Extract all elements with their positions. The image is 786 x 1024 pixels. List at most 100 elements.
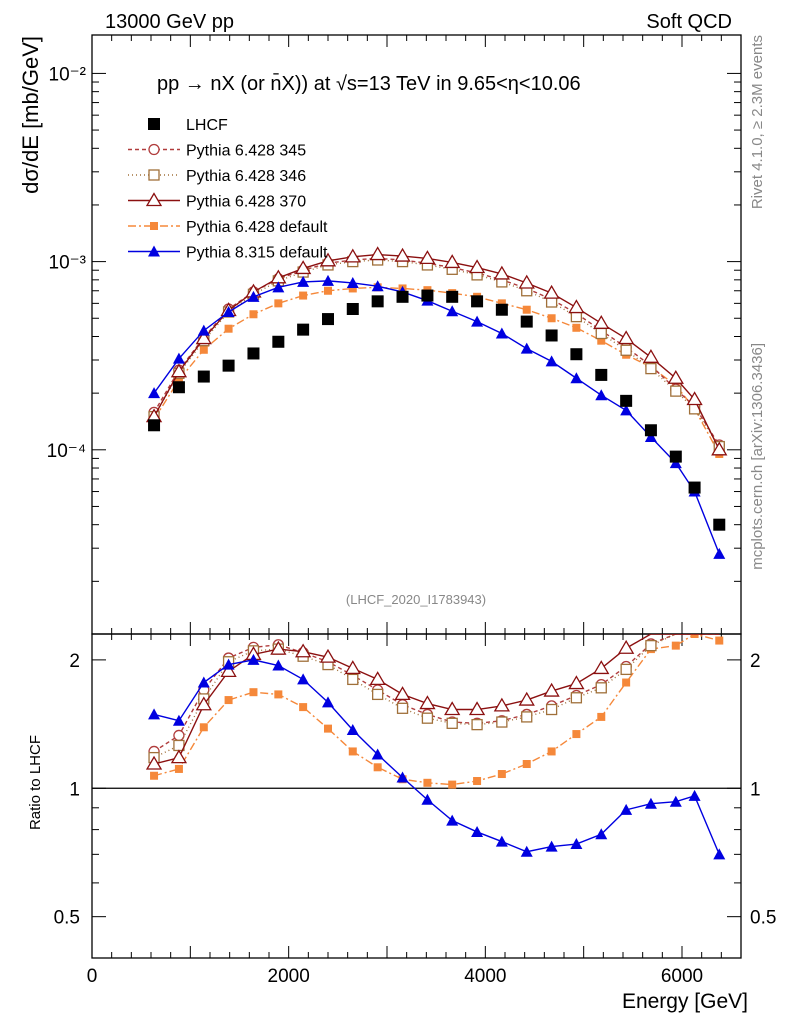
ratio-point [199,723,208,732]
ratio-point [197,676,210,688]
data-point [224,324,233,333]
legend-label: Pythia 6.428 370 [186,194,306,211]
series-line [153,257,720,446]
ratio-point [522,760,531,769]
legend-marker [148,169,160,181]
data-point [148,387,161,399]
data-point [670,385,682,397]
ratio-point [346,723,359,735]
data-point [711,441,728,456]
ratio-point [644,797,657,809]
ratio-point [294,643,312,658]
axes-ticks: 0 2000 4000 6000 10⁻² 10⁻³ 10⁻⁴ 2 2 1 1 0.5 0.5 [47,35,776,987]
data-point [421,289,434,302]
ratio-point [195,696,212,711]
ratio-point [170,749,188,764]
data-point [471,315,484,327]
ratio-point [148,708,161,720]
data-point [669,450,682,463]
ratio-point [347,673,359,686]
data-point [199,345,208,354]
legend-marker [148,118,160,130]
ratio-point [344,660,361,675]
data-point [346,302,359,315]
data-point [197,370,210,383]
ratio-point [446,814,459,826]
ratio-point [471,825,484,837]
y-axis-label-ratio: Ratio to LHCF [27,735,44,830]
series-top-pythia-6-428-default [150,283,724,458]
legend-marker [145,192,163,207]
data-point [247,290,260,302]
ratio-point [448,780,457,789]
analysis-id: (LHCF_2020_I1783943) [346,592,486,607]
ratio-line [153,634,720,759]
ratio-point [688,789,701,801]
series-ratio-pythia-8-315-default [148,653,726,860]
series-ratio-pythia-6-428-345 [148,634,720,758]
ratio-point [493,697,510,712]
legend: LHCF Pythia 6.428 345 Pythia 6.428 346 Pyth… [128,117,328,262]
data-point [396,290,409,303]
x-tick-label: 0 [87,966,98,987]
data-point [595,327,607,340]
ratio-point [421,793,434,805]
ratio-point [620,803,633,815]
data-point [172,381,185,394]
legend-label: Pythia 6.428 346 [186,168,306,185]
ratio-point [324,724,332,733]
data-point [371,295,384,308]
ratio-point [545,703,558,716]
ratio-line [153,634,720,753]
data-point [645,362,657,375]
ratio-point [272,659,285,671]
data-point [222,359,235,372]
ratio-point [570,838,583,850]
plot-title: pp → nX (or n̄X)) at √s=13 TeV in 9.65<η… [157,72,581,95]
data-point [595,389,608,401]
ratio-point [371,748,384,760]
legend-label: Pythia 6.428 345 [186,143,306,160]
data-point [197,324,210,336]
ratio-point [220,663,237,677]
x-tick-label: 6000 [661,966,703,987]
x-tick-label: 4000 [464,966,506,987]
data-point [348,284,357,293]
header-right: Soft QCD [646,11,732,33]
data-point [299,291,308,300]
data-point [272,335,285,348]
data-point [444,254,461,269]
data-point [294,260,312,275]
data-point [174,375,183,384]
data-point [468,259,486,274]
data-point [520,315,533,328]
ratio-y-tick-label-left: 0.5 [54,908,80,929]
ratio-y-tick-label-right: 1 [750,779,761,800]
ratio-point [645,639,657,652]
data-point [713,518,726,531]
legend-item: Pythia 8.315 default [128,245,328,262]
ratio-point [222,658,235,670]
ratio-point [373,763,382,772]
series-line [153,286,720,455]
ratio-point [520,845,533,857]
ratio-point [547,747,556,756]
legend-item: Pythia 6.428 345 [128,143,306,160]
data-point [493,265,510,280]
data-point [172,352,185,364]
data-point [595,368,608,381]
data-point [620,344,632,356]
series-top-pythia-6-428-345 [148,252,725,451]
ratio-point [348,747,357,756]
legend-item: Pythia 6.428 346 [128,168,306,185]
data-point [597,336,606,345]
data-point [572,323,581,332]
data-point [446,305,459,317]
ratio-point [496,716,508,728]
series-layer [145,246,728,860]
data-point [547,314,556,323]
data-point [568,299,585,314]
data-point [446,290,459,303]
data-point [222,305,235,317]
ratio-line [153,659,720,855]
